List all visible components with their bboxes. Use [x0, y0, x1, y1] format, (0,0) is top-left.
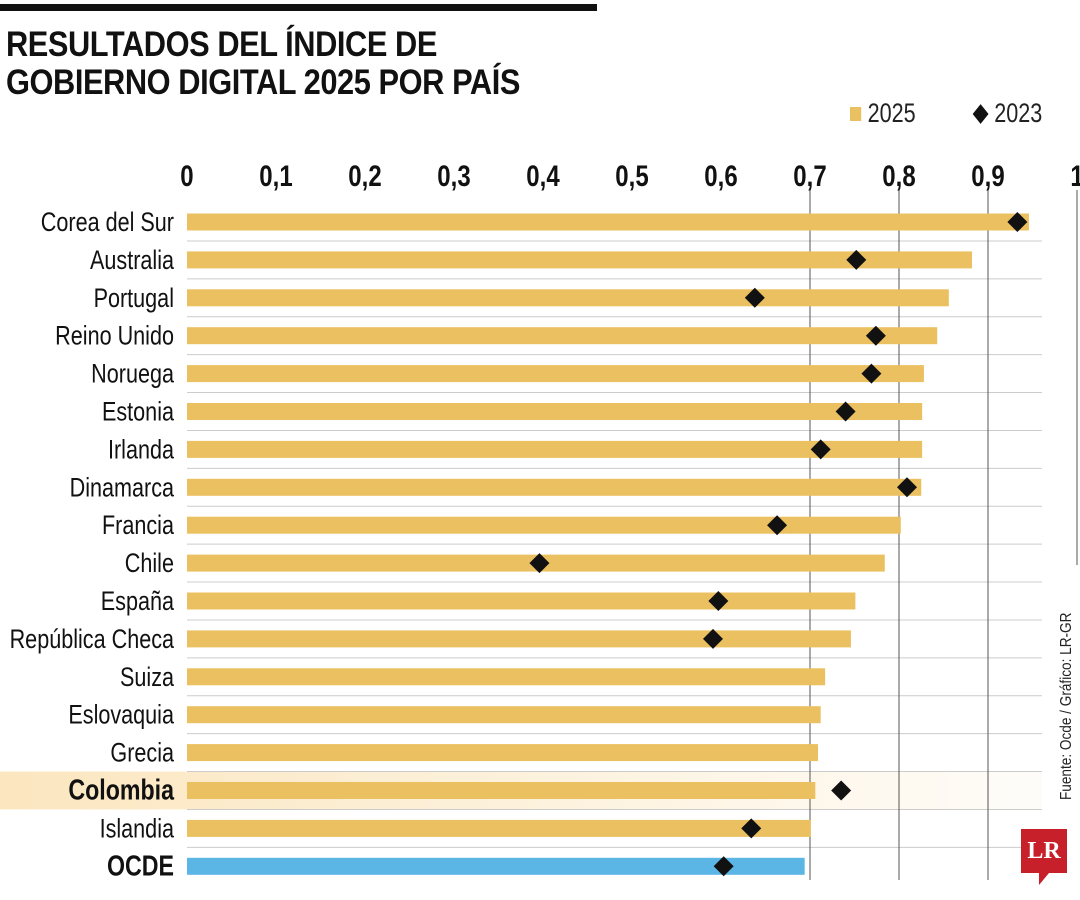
legend-label-2025: 2025 [867, 98, 916, 128]
category-label: República Checa [10, 625, 175, 655]
category-label: Australia [90, 246, 174, 276]
legend-2025: 2025 [850, 98, 916, 129]
bar-2025 [187, 213, 1029, 231]
x-tick-label: 0,2 [348, 158, 381, 192]
category-label: Corea del Sur [41, 208, 174, 238]
bar-2025 [187, 592, 856, 610]
bar-2025 [187, 403, 923, 420]
category-label: Portugal [94, 284, 174, 314]
marker-2023 [702, 628, 723, 649]
marker-2023 [810, 439, 831, 460]
marker-2023 [713, 856, 734, 877]
marker-2023 [846, 249, 867, 270]
bar-2025 [187, 516, 901, 534]
source-note: Fuente: Ocde / Gráfico: LR-GR [1058, 612, 1075, 800]
x-tick-label: 0,3 [437, 158, 470, 192]
marker-2023 [744, 287, 765, 308]
bar-2025 [187, 668, 826, 686]
bar-2025 [187, 327, 938, 345]
marker-2023 [767, 515, 788, 536]
category-label: Colombia [68, 773, 174, 806]
bar-2025 [187, 365, 924, 383]
marker-2023 [741, 818, 762, 839]
x-tick-label: 0,1 [259, 158, 292, 192]
lr-logo: LR [1021, 829, 1067, 885]
x-tick-label: 0,7 [793, 158, 826, 192]
bar-2025 [187, 478, 922, 496]
category-label: OCDE [107, 849, 174, 882]
bar-2025 [187, 630, 851, 648]
top-rule [0, 4, 597, 11]
category-label: Noruega [91, 359, 174, 389]
bar-2025 [187, 440, 923, 458]
legend-label-2023: 2023 [994, 98, 1043, 128]
category-label: Dinamarca [70, 473, 175, 503]
marker-2023 [708, 591, 729, 611]
x-tick-label: 0,8 [882, 158, 915, 192]
marker-2023 [1007, 212, 1028, 232]
marker-2023 [861, 363, 882, 384]
x-tick-label: 0,5 [615, 158, 648, 192]
bar-2025 [187, 744, 819, 762]
category-label: Islandia [100, 814, 175, 844]
bar-2025 [187, 289, 949, 307]
category-label: Estonia [102, 397, 174, 427]
category-label: Grecia [110, 738, 174, 768]
x-tick-label: 1 [1070, 158, 1080, 192]
x-tick-label: 0,4 [526, 158, 559, 192]
logo-text: LR [1027, 837, 1061, 864]
bar-2025 [187, 819, 811, 837]
x-tick-label: 0,6 [704, 158, 737, 192]
category-label: Reino Unido [55, 322, 174, 352]
x-tick-label: 0 [180, 158, 193, 192]
bar-2025 [187, 251, 972, 269]
legend-2023: 2023 [972, 98, 1043, 129]
category-label: Chile [125, 549, 174, 579]
category-label: Francia [102, 511, 174, 541]
category-label: Eslovaquia [68, 701, 174, 731]
marker-2023 [835, 401, 856, 422]
legend-swatch-2025 [850, 106, 862, 121]
bar-2025 [187, 706, 821, 724]
category-label: España [101, 587, 175, 617]
bar-2025 [187, 782, 816, 799]
marker-2023 [529, 553, 550, 574]
marker-2023 [865, 325, 886, 346]
category-label: Irlanda [108, 435, 174, 465]
marker-2023 [897, 477, 918, 498]
category-label: Suiza [120, 663, 174, 693]
bar-2025 [187, 857, 805, 875]
x-tick-label: 0,9 [971, 158, 1004, 192]
chart-title: RESULTADOS DEL ÍNDICE DE GOBIERNO DIGITA… [6, 25, 520, 102]
marker-2023 [831, 780, 852, 801]
